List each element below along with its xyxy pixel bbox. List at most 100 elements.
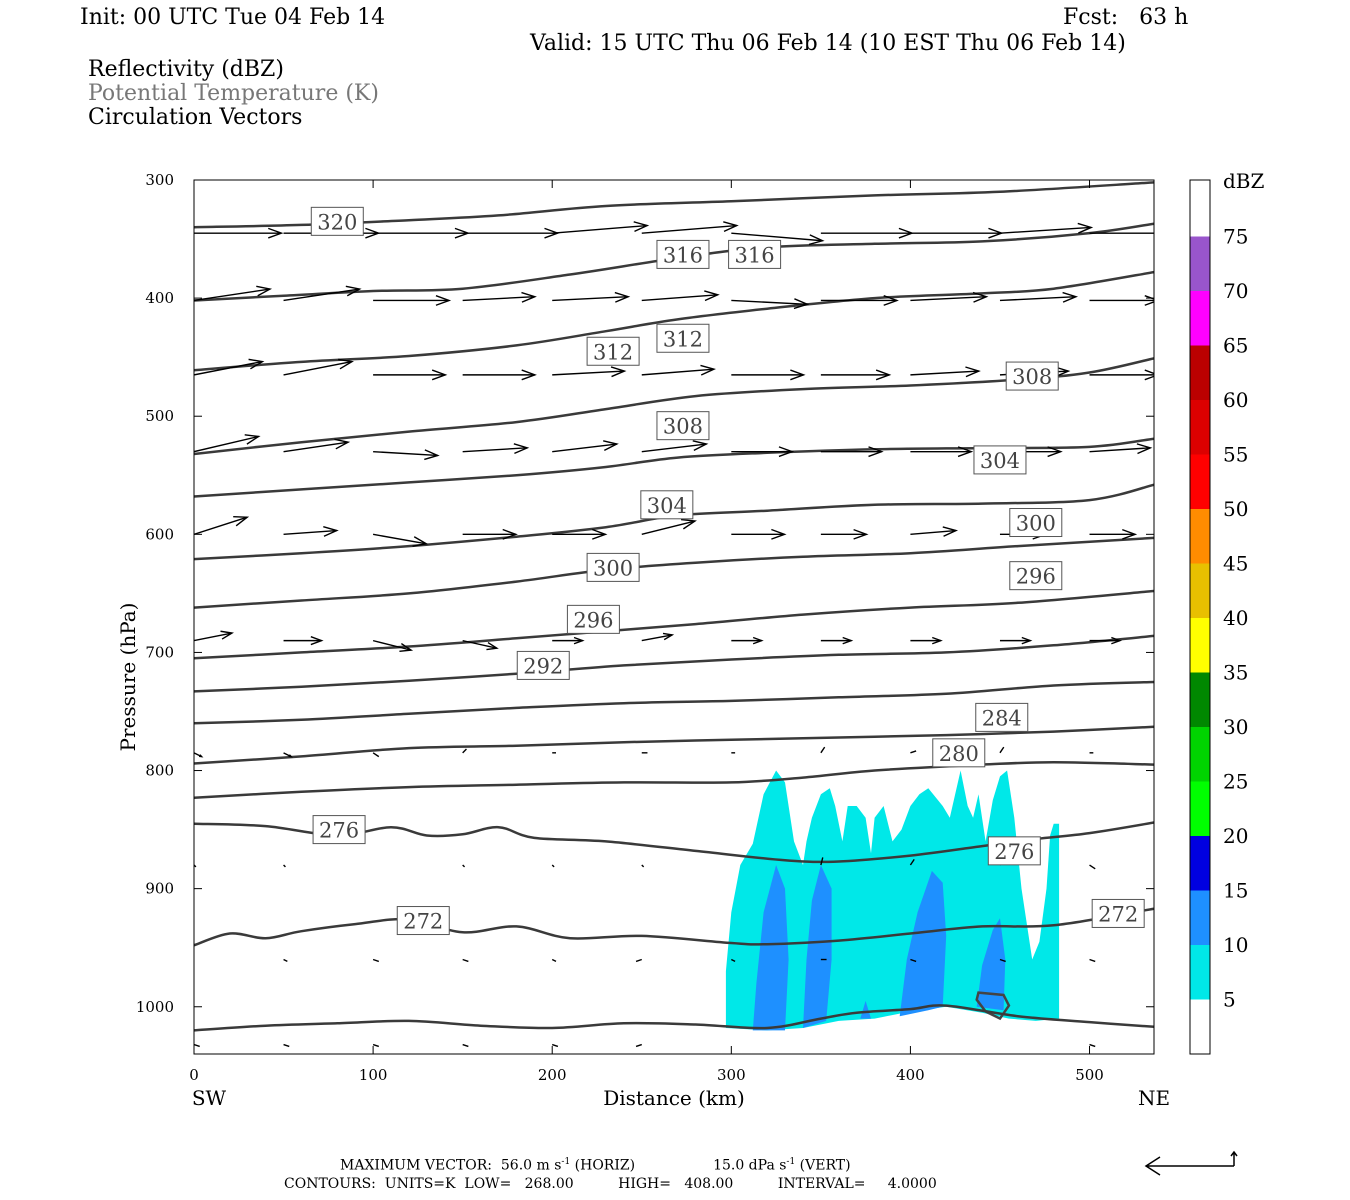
- colorbar-level-label: 70: [1223, 279, 1248, 303]
- circulation-vector: [552, 636, 585, 645]
- circulation-vector: [635, 1043, 642, 1048]
- vector-arrowhead: [972, 291, 989, 303]
- contour-label-box: [310, 206, 364, 236]
- circulation-vector: [462, 369, 537, 381]
- circulation-vector: [820, 295, 899, 306]
- vector-shaft: [462, 447, 528, 453]
- colorbar-segment: [1190, 454, 1210, 509]
- contour-label: 308: [1005, 361, 1059, 391]
- vector-shaft: [641, 520, 696, 536]
- x-tick-label: 100: [359, 1066, 388, 1084]
- vector-arrowhead: [853, 528, 869, 540]
- vector-arrowhead: [431, 369, 448, 381]
- max-vector-horiz-exp: -1: [561, 1157, 571, 1167]
- vector-arrowhead: [965, 366, 981, 378]
- max-vector-vert: 15.0 dPa s: [713, 1157, 787, 1174]
- vector-arrowhead: [502, 528, 518, 540]
- x-tick-label: 200: [538, 1066, 567, 1084]
- field-reflectivity: Reflectivity (dBZ): [88, 57, 284, 82]
- contour-label-box: [566, 604, 620, 634]
- contour-label-text: 316: [735, 243, 775, 267]
- circulation-vector: [910, 446, 974, 458]
- vector-shaft: [641, 864, 645, 868]
- circulation-vector: [1089, 528, 1138, 540]
- vector-shaft: [551, 864, 555, 868]
- colorbar-segment: [1190, 236, 1210, 291]
- colorbar-segment: [1190, 618, 1210, 673]
- circulation-vector: [552, 528, 608, 540]
- vector-shaft: [641, 368, 715, 376]
- vector-arrowhead: [1077, 222, 1094, 234]
- theta-contour-line: [194, 761, 1154, 799]
- theta-closed-contour: [975, 991, 1011, 1021]
- max-vector-horiz-tag: (HORIZ): [570, 1157, 636, 1174]
- vector-shaft: [283, 864, 286, 868]
- colorbar-segment: [1190, 291, 1210, 346]
- circulation-vector: [462, 748, 467, 754]
- contour-label-text: 300: [1016, 512, 1056, 536]
- vector-arrowhead: [704, 290, 720, 302]
- contour-labels: 320 316 316 312 312 308 308 304 304 300 300 296 296 2…: [310, 206, 1145, 936]
- colorbar-segment: [1190, 890, 1210, 945]
- vector-shaft: [552, 224, 648, 234]
- vector-shaft: [194, 435, 259, 453]
- circulation-vector: [999, 636, 1033, 645]
- vector-shaft: [910, 529, 957, 536]
- circulation-vector: [1089, 958, 1096, 963]
- vector-arrowhead: [1144, 369, 1154, 381]
- vector-arrowhead: [778, 446, 795, 458]
- colorbar-segment: [1190, 563, 1210, 618]
- vector-shaft: [372, 958, 380, 963]
- vector-shaft: [731, 299, 808, 305]
- contour-label-box: [973, 445, 1027, 475]
- contour-label: 296: [566, 604, 620, 634]
- vector-shaft: [999, 295, 1077, 302]
- vector-shaft: [373, 450, 438, 457]
- vector-arrowhead: [338, 358, 354, 370]
- circulation-vector: [194, 227, 284, 239]
- theta-contour-line: [194, 680, 1154, 725]
- circulation-vector: [552, 291, 631, 303]
- vector-arrowhead: [771, 528, 787, 540]
- vector-shaft: [635, 1043, 642, 1048]
- vector-shaft: [731, 958, 736, 963]
- colorbar-level-label: 50: [1223, 497, 1248, 521]
- reflectivity-10dbz-area: [976, 918, 1006, 1011]
- contour-label: 320: [310, 206, 364, 236]
- contour-label-box: [516, 650, 570, 680]
- circulation-vector: [910, 526, 959, 537]
- vector-arrowhead: [412, 536, 429, 547]
- reflectivity-10dbz-area: [860, 1000, 871, 1019]
- contour-label: 312: [586, 336, 640, 366]
- vector-arrowhead: [614, 291, 631, 303]
- contour-label-box: [656, 239, 710, 269]
- vector-shaft: [462, 958, 469, 963]
- vector-arrowhead: [957, 446, 974, 458]
- vector-arrowhead: [244, 434, 261, 445]
- vector-arrowhead: [435, 295, 452, 306]
- colorbar-level-label: 10: [1223, 933, 1248, 957]
- vector-arrowhead: [868, 446, 884, 458]
- circulation-vector: [283, 636, 324, 646]
- vector-arrowhead: [323, 526, 339, 537]
- vector-shaft: [641, 634, 673, 642]
- circulation-vector: [641, 221, 739, 234]
- circulation-vector: [194, 434, 261, 453]
- colorbar-level-label: 5: [1223, 988, 1236, 1012]
- vector-arrowhead: [1136, 443, 1153, 455]
- contour-label: 308: [656, 411, 710, 441]
- circulation-vector: [283, 752, 293, 758]
- circulation-vector: [372, 533, 429, 547]
- circulation-vector: [820, 227, 915, 239]
- theta-contour-line: [194, 907, 1154, 947]
- vector-shaft: [462, 295, 535, 302]
- contour-label-box: [1091, 898, 1145, 928]
- circulation-vector: [910, 291, 989, 303]
- vector-shaft: [1089, 958, 1096, 963]
- y-tick-label: 500: [145, 407, 174, 425]
- vector-shaft: [999, 746, 1005, 754]
- vector-arrowhead: [932, 636, 943, 645]
- contour-label: 296: [1009, 561, 1063, 591]
- circulation-vector: [999, 746, 1005, 754]
- vector-shaft: [641, 294, 718, 302]
